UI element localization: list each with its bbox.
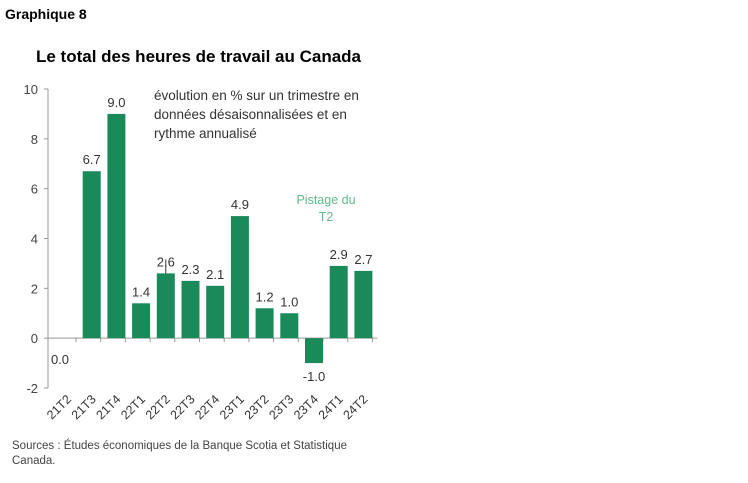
chart-title: Le total des heures de travail au Canada: [36, 47, 362, 66]
category-label: 23T2: [242, 392, 272, 422]
data-label: -1.0: [303, 369, 325, 384]
category-label: 21T3: [69, 392, 99, 422]
data-label: 2.3: [181, 262, 199, 277]
y-tick-label: 6: [31, 182, 38, 197]
category-label: 22T2: [143, 392, 173, 422]
data-label: 1.0: [280, 294, 298, 309]
source-note: Sources : Études économiques de la Banqu…: [12, 440, 347, 467]
data-label: 2.9: [330, 247, 348, 262]
data-label: 0.0: [51, 352, 69, 367]
bar-24T1: [329, 265, 348, 339]
data-label: 2.7: [354, 252, 372, 267]
y-tick-label: 2: [31, 281, 38, 296]
y-tick-label: 8: [31, 132, 38, 147]
category-label: 21T4: [93, 392, 123, 422]
y-tick-label: 0: [31, 331, 38, 346]
category-label: 24T1: [316, 392, 346, 422]
data-label: 9.0: [107, 95, 125, 110]
category-label: 21T2: [44, 392, 74, 422]
category-label: 23T3: [266, 392, 296, 422]
category-label: 22T1: [118, 392, 148, 422]
bar-22T3: [181, 280, 200, 339]
bar-23T1: [230, 216, 249, 339]
y-tick-label: -2: [26, 381, 38, 396]
data-label: 1.2: [256, 289, 274, 304]
category-label: 24T2: [340, 392, 370, 422]
category-label: 22T3: [168, 392, 198, 422]
bar-22T4: [206, 285, 225, 339]
bar-23T3: [280, 313, 299, 339]
data-label: 2.1: [206, 267, 224, 282]
bar-22T1: [132, 303, 151, 339]
bar-23T2: [255, 308, 274, 339]
data-label: 6.7: [83, 152, 101, 167]
chart-subtitle: évolution en % sur un trimestre en donné…: [154, 88, 359, 141]
y-tick-label: 4: [31, 232, 38, 247]
category-label: 23T4: [291, 392, 321, 422]
tracking-annotation: Pistage du T2: [296, 193, 356, 224]
graph-label: Graphique 8: [5, 6, 87, 22]
bar-21T4: [107, 113, 126, 339]
category-label: 23T1: [217, 392, 247, 422]
category-label: 22T4: [192, 392, 222, 422]
bar-24T2: [354, 270, 373, 339]
data-label: 1.4: [132, 284, 150, 299]
bar-23T4: [305, 338, 323, 364]
bar-21T3: [82, 171, 101, 339]
y-tick-label: 10: [24, 82, 38, 97]
data-label: 4.9: [231, 197, 249, 212]
bar-22T2: [156, 273, 175, 339]
